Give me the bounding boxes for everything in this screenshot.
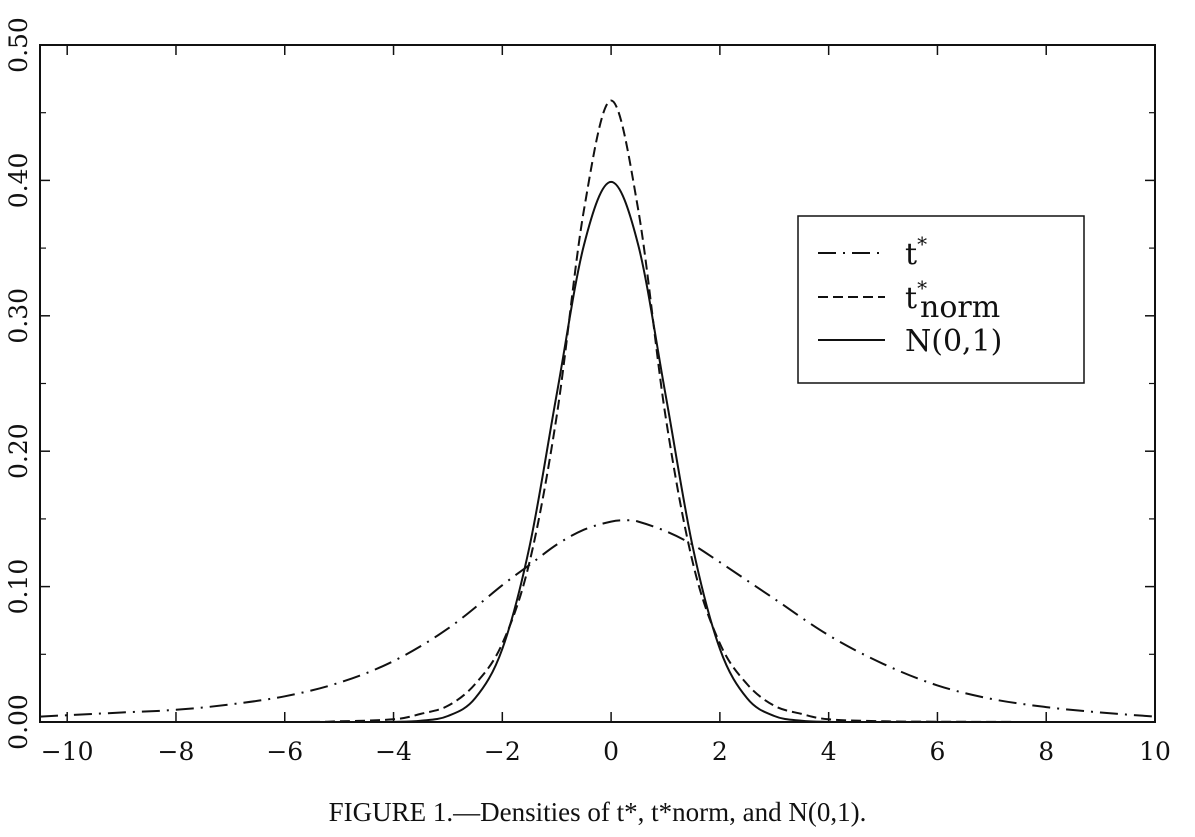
y-tick-label: 0.30 [4, 288, 33, 344]
legend-label: t* norm [905, 276, 1000, 325]
x-tick-label: 6 [929, 737, 945, 766]
legend-label: t* [905, 232, 927, 272]
series-line-dashed [39, 99, 1155, 724]
y-tick-label: 0.20 [4, 423, 33, 479]
x-tick-label: −8 [158, 737, 195, 766]
x-tick-label: −10 [41, 737, 94, 766]
x-tick-label: 4 [821, 737, 837, 766]
x-tick-label: 2 [712, 737, 728, 766]
x-tick-label: 10 [1139, 737, 1171, 766]
x-tick-label: −6 [266, 737, 303, 766]
x-tick-label: −2 [484, 737, 521, 766]
series-layer [39, 99, 1156, 724]
ticks-layer: −10 −8 −6 −4 −2 0 2 4 6 8 10 0.00 0.10 0.20 0.30 0.40 0.… [4, 17, 1171, 766]
legend-label: N(0,1) [905, 324, 1002, 359]
x-tick-label: −4 [375, 737, 412, 766]
legend-box [797, 215, 1085, 384]
x-tick-label: 0 [603, 737, 619, 766]
y-tick-label: 0.00 [4, 694, 33, 750]
y-tick-label: 0.10 [4, 559, 33, 615]
figure-caption: FIGURE 1.—Densities of t*, t*norm, and N… [328, 797, 867, 827]
y-tick-label: 0.40 [4, 153, 33, 209]
series-line-solid [40, 180, 1155, 724]
y-tick-label: 0.50 [4, 17, 33, 73]
series-line-dash-dot [39, 519, 1156, 718]
x-tick-label: 8 [1038, 737, 1054, 766]
